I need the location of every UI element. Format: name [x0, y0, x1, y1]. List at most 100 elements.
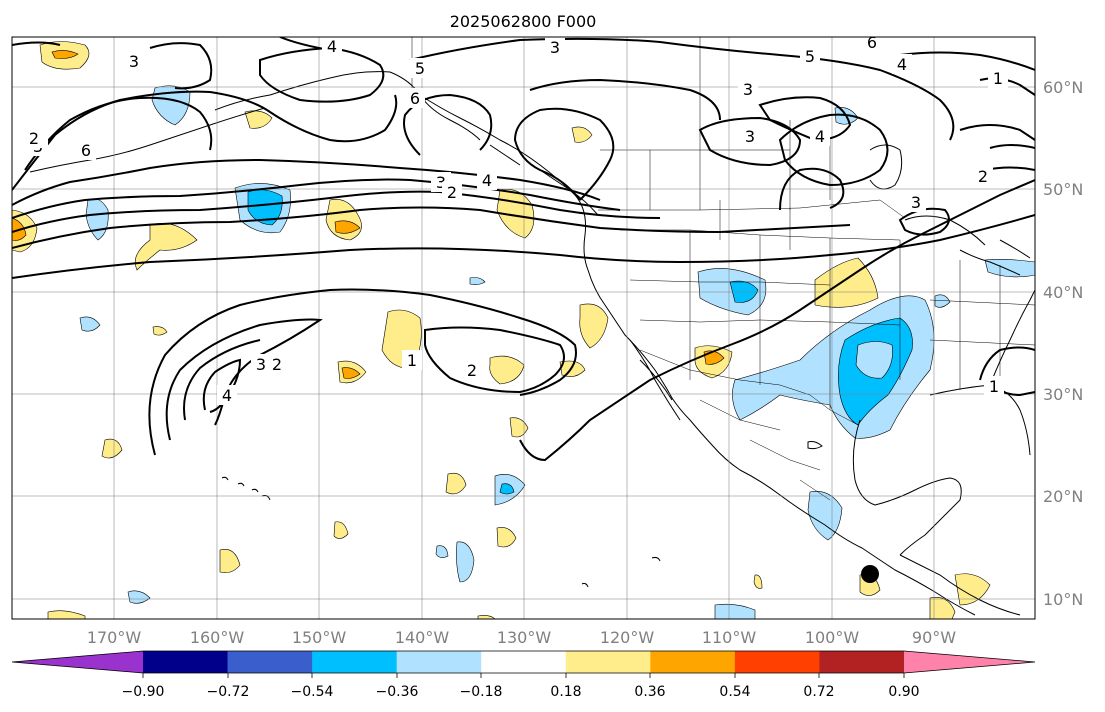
- colorbar-tick-label: −0.54: [291, 684, 334, 700]
- lon-label: 150°W: [292, 628, 347, 647]
- contour-label-group: 3 3 4 3 5 5 6 4 1 6 3 3 4 2 6 3 4 3 2 2: [24, 33, 1008, 405]
- contour-label: 6: [867, 33, 877, 52]
- colorbar-tick-labels: −0.90 −0.72 −0.54 −0.36 −0.18 0.18 0.36 …: [122, 684, 920, 700]
- colorbar-extend-max: [904, 651, 1035, 673]
- contour-line: [778, 113, 889, 187]
- colorbar-tick-label: 0.90: [888, 684, 919, 700]
- anomaly-shading: [12, 41, 1035, 619]
- contour-label: 2: [29, 129, 39, 148]
- latitude-labels: 60°N 50°N 40°N 30°N 20°N 10°N: [1043, 78, 1083, 609]
- colorbar-segment: [650, 651, 736, 673]
- colorbar-segment: [396, 651, 482, 673]
- contour-label: 3: [743, 80, 753, 99]
- contour-line: [183, 339, 261, 421]
- shade-negative: [247, 189, 283, 226]
- island: [581, 582, 589, 588]
- contour-line: [12, 214, 1035, 279]
- shade-positive: [929, 597, 956, 619]
- contour-line: [519, 179, 1035, 462]
- shade-positive: [496, 189, 535, 239]
- lon-label: 120°W: [600, 628, 655, 647]
- lon-label: 90°W: [912, 628, 956, 647]
- contour-label: 3: [129, 52, 139, 71]
- colorbar: −0.90 −0.72 −0.54 −0.36 −0.18 0.18 0.36 …: [11, 650, 1036, 700]
- shade-negative: [151, 85, 191, 126]
- contour-label: 6: [410, 89, 420, 108]
- shade-positive: [101, 438, 123, 459]
- contour-line: [12, 190, 661, 233]
- shade-positive: [445, 472, 467, 495]
- contour-line: [148, 288, 577, 456]
- lat-label: 10°N: [1043, 590, 1083, 609]
- lat-label: 50°N: [1043, 180, 1083, 199]
- colorbar-tick-label: −0.18: [460, 684, 503, 700]
- colorbar-segment: [312, 651, 398, 673]
- contour-label: 3: [256, 355, 266, 374]
- shade-negative: [127, 590, 151, 604]
- contour-label: 2: [978, 167, 988, 186]
- contour-line: [12, 206, 851, 249]
- contour-label: 3: [436, 173, 446, 192]
- colorbar-segments: [12, 651, 1035, 673]
- colorbar-segment: [227, 651, 313, 673]
- contour-line: [899, 51, 1035, 71]
- contour-label: 2: [272, 355, 282, 374]
- colorbar-extend-min: [12, 651, 143, 673]
- shade-negative: [807, 491, 843, 541]
- island: [807, 441, 823, 450]
- shade-positive: [341, 367, 361, 379]
- colorbar-tick-label: 0.54: [719, 684, 750, 700]
- lon-label: 160°W: [190, 628, 245, 647]
- shade-positive: [559, 360, 586, 377]
- contour-label: 6: [81, 141, 91, 160]
- lon-label: 170°W: [87, 628, 142, 647]
- border-mexico-states: [699, 399, 831, 501]
- coastline-baja: [629, 339, 681, 421]
- contour-label: 4: [815, 127, 825, 146]
- contour-line: [12, 178, 621, 219]
- contour-label: 1: [407, 351, 417, 370]
- colorbar-segment: [734, 651, 820, 673]
- shade-negative: [435, 545, 449, 558]
- coastline-central-america: [899, 554, 1021, 616]
- island: [651, 556, 661, 562]
- contour-label: 1: [989, 377, 999, 396]
- contour-line: [12, 90, 398, 191]
- colorbar-tick-label: 0.72: [803, 684, 834, 700]
- shade-positive: [219, 549, 241, 573]
- shade-positive: [489, 355, 525, 385]
- lat-label: 30°N: [1043, 385, 1083, 404]
- lon-label: 110°W: [702, 628, 757, 647]
- contour-label: 5: [415, 59, 425, 78]
- contour-line: [202, 358, 242, 413]
- contour-label: 4: [327, 37, 337, 56]
- contour-label: 3: [745, 127, 755, 146]
- colorbar-tick-label: −0.72: [207, 684, 250, 700]
- longitude-labels: 170°W 160°W 150°W 140°W 130°W 120°W 110°…: [87, 628, 956, 647]
- contour-label: 5: [805, 47, 815, 66]
- contour-line: [149, 42, 213, 90]
- hawaii-island: [221, 476, 271, 501]
- contour-label: 4: [222, 386, 232, 405]
- lat-label: 40°N: [1043, 283, 1083, 302]
- colorbar-ticks: [142, 673, 905, 678]
- lon-label: 130°W: [497, 628, 552, 647]
- coastline-east: [989, 289, 1035, 386]
- shade-negative: [79, 316, 101, 332]
- colorbar-tick-label: 0.18: [550, 684, 581, 700]
- colorbar-tick-label: 0.36: [634, 684, 665, 700]
- shade-negative: [984, 259, 1035, 278]
- contour-line: [529, 78, 721, 121]
- lat-label: 60°N: [1043, 78, 1083, 97]
- shade-negative: [714, 603, 756, 619]
- coastline-aleutians: [29, 107, 266, 173]
- contour-line: [403, 93, 493, 156]
- shade-positive: [814, 257, 879, 308]
- shade-negative: [855, 341, 893, 379]
- border-us-canada: [598, 199, 906, 219]
- location-marker: [861, 565, 879, 583]
- contour-line: [698, 116, 802, 167]
- shade-positive: [477, 615, 496, 619]
- colorbar-tick-label: −0.90: [122, 684, 165, 700]
